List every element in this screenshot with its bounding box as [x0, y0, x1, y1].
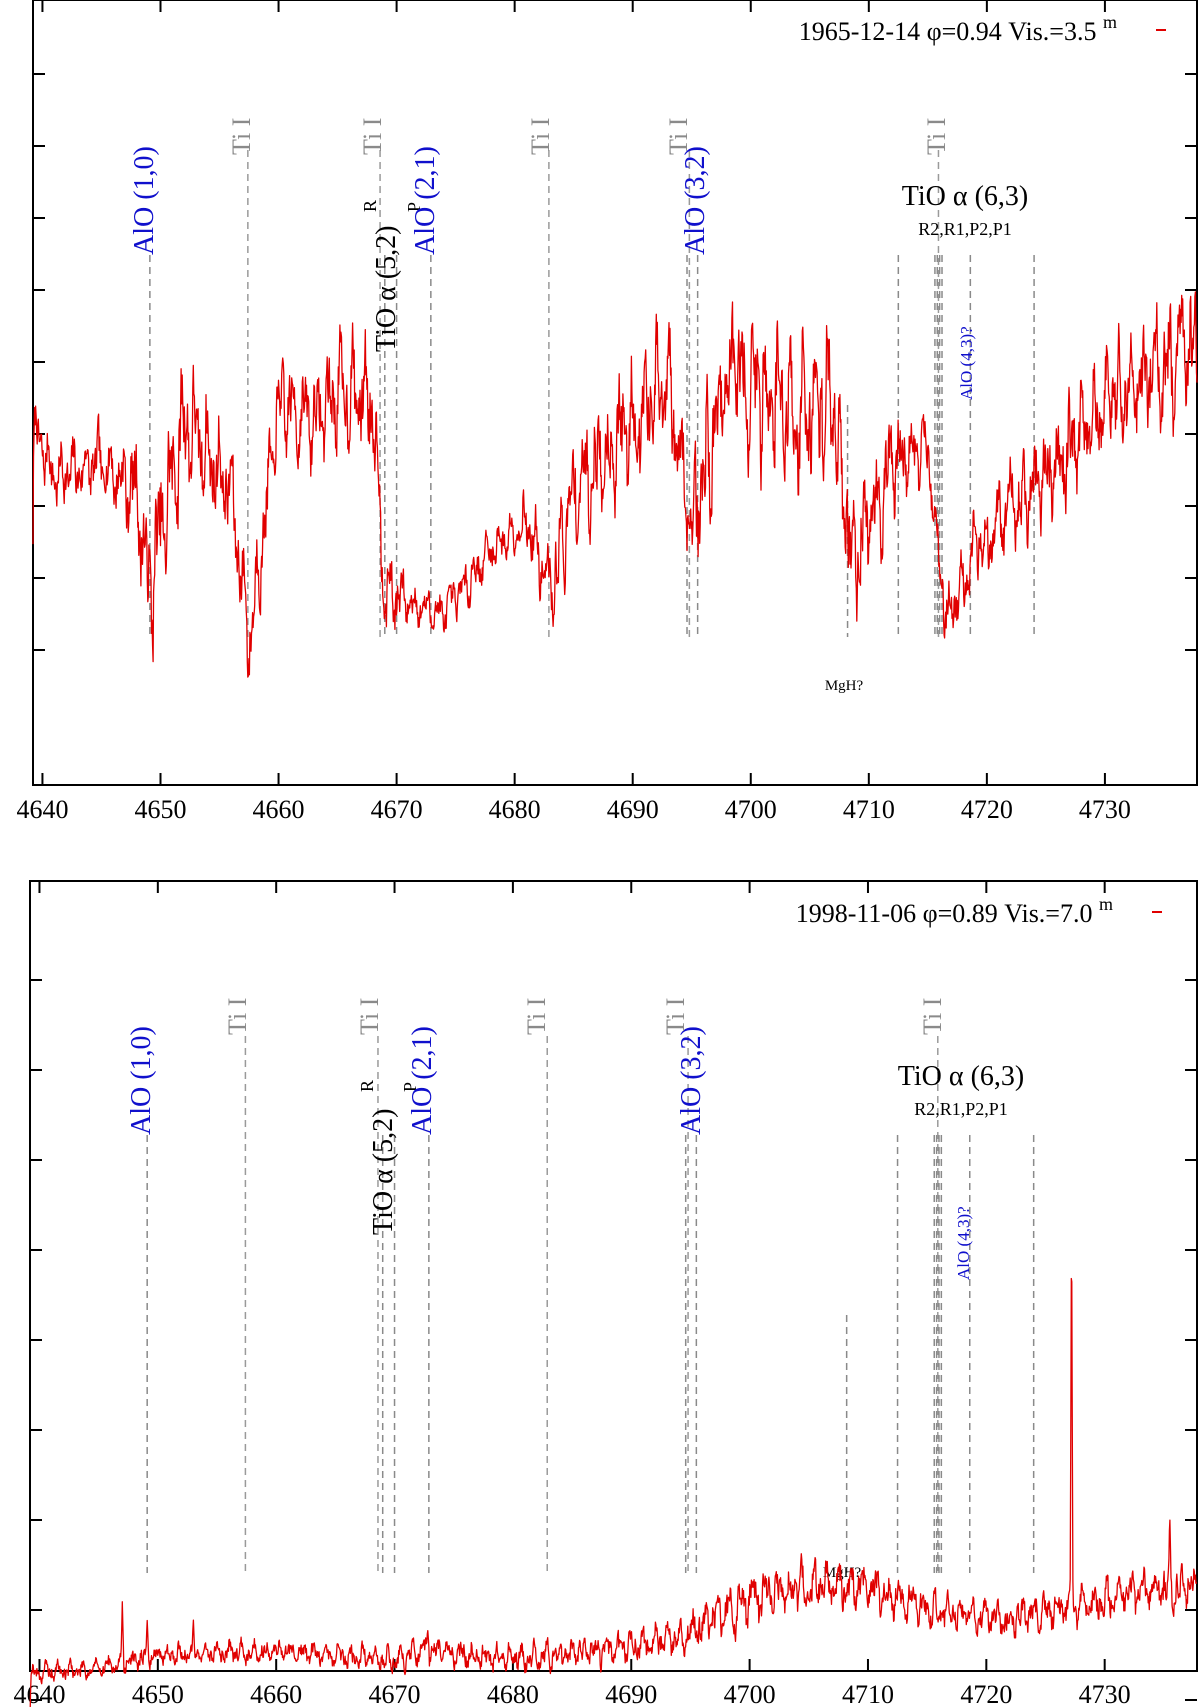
- x-tick-label: 4660: [253, 795, 305, 824]
- x-tick-label: 4720: [960, 1680, 1012, 1707]
- x-tick-label: 4680: [487, 1680, 539, 1707]
- label-mgh: MgH?: [825, 678, 864, 694]
- panel-1-legend: 1965-12-14 φ=0.94 Vis.=3.5 m: [799, 12, 1166, 46]
- x-tick-label: 4660: [250, 1680, 302, 1707]
- label-alo-3-2: AlO (3,2): [680, 146, 711, 255]
- panel-1: 4640 4650 4660 4670 4680 4690 4700 4710 4720 4730…: [16, 0, 1198, 824]
- x-tick-label: 4700: [725, 795, 777, 824]
- spectrum-line: [32, 291, 1198, 678]
- legend-2-vis-sup: m: [1099, 894, 1113, 914]
- label-tio-5-2-p: P: [400, 1082, 420, 1092]
- x-tick-label: 4680: [489, 795, 541, 824]
- label-ti-i: Ti I: [522, 998, 551, 1035]
- label-tio-6-3: TiO α (6,3): [902, 181, 1028, 212]
- legend-1-date: 1965-12-14: [799, 17, 920, 46]
- x-tick-label: 4730: [1079, 1680, 1131, 1707]
- panel-2: 4640 4650 4660 4670 4680 4690 4700 4710 4720 4730…: [13, 880, 1198, 1707]
- label-tio-6-3-branches: R2,R1,P2,P1: [914, 1099, 1008, 1119]
- label-alo-4-3: AlO (4,3)?: [957, 326, 976, 400]
- x-tick-label: 4690: [607, 795, 659, 824]
- x-tick-label: 4720: [961, 795, 1013, 824]
- label-alo-1-0: AlO (1,0): [126, 1026, 157, 1135]
- label-tio-5-2-p: P: [404, 202, 424, 212]
- panel-2-species-markers: [146, 1036, 1035, 1573]
- label-tio-5-2-r: R: [357, 1080, 377, 1092]
- label-alo-1-0: AlO (1,0): [129, 146, 160, 255]
- x-tick-label: 4700: [724, 1680, 776, 1707]
- label-ti-i: Ti I: [526, 118, 555, 155]
- panel-1-spectrum: [32, 291, 1198, 678]
- label-alo-4-3: AlO (4,3)?: [954, 1206, 973, 1280]
- label-tio-6-3-branches: R2,R1,P2,P1: [918, 219, 1012, 239]
- panel-1-x-ticks: 4640 4650 4660 4670 4680 4690 4700 4710 4720 4730: [16, 0, 1131, 824]
- x-tick-label: 4650: [134, 795, 186, 824]
- label-ti-i: Ti I: [661, 998, 690, 1035]
- panel-2-species-labels: AlO (1,0) Ti I Ti I TiO α (5,2) R P AlO …: [126, 998, 1024, 1581]
- x-tick-label: 4670: [371, 795, 423, 824]
- legend-2-text: 1998-11-06 φ=0.89 Vis.=7.0 m: [796, 894, 1113, 928]
- label-ti-i: Ti I: [922, 118, 951, 155]
- x-tick-label: 4670: [369, 1680, 421, 1707]
- panel-1-species-markers: [149, 150, 1035, 637]
- legend-1-phase: φ=0.94: [927, 17, 1002, 46]
- label-tio-6-3: TiO α (6,3): [898, 1061, 1024, 1092]
- panel-2-legend: 1998-11-06 φ=0.89 Vis.=7.0 m: [796, 894, 1162, 928]
- legend-1-vis: Vis.=3.5: [1008, 17, 1096, 46]
- panel-2-y-ticks: [30, 979, 1197, 1701]
- panel-2-x-ticks: 4640 4650 4660 4670 4680 4690 4700 4710 4720 4730: [13, 881, 1131, 1707]
- legend-1-text: 1965-12-14 φ=0.94 Vis.=3.5 m: [799, 12, 1117, 46]
- x-tick-label: 4710: [842, 1680, 894, 1707]
- panel-2-spectrum: [29, 1277, 1198, 1707]
- x-tick-label: 4710: [843, 795, 895, 824]
- label-alo-2-1: AlO (2,1): [407, 1026, 438, 1135]
- spectrum-line: [29, 1277, 1198, 1707]
- label-alo-2-1: AlO (2,1): [410, 146, 441, 255]
- label-tio-5-2: TiO α (5,2): [371, 226, 402, 352]
- label-tio-5-2: TiO α (5,2): [368, 1109, 399, 1235]
- label-ti-i: Ti I: [223, 998, 252, 1035]
- panel-1-frame: [32, 0, 1198, 786]
- x-tick-label: 4730: [1079, 795, 1131, 824]
- label-ti-i: Ti I: [918, 998, 947, 1035]
- x-tick-label: 4690: [605, 1680, 657, 1707]
- label-ti-i: Ti I: [358, 118, 387, 155]
- label-ti-i: Ti I: [664, 118, 693, 155]
- legend-2-date: 1998-11-06: [796, 899, 916, 928]
- legend-2-phase: φ=0.89: [923, 899, 998, 928]
- panel-1-species-labels: AlO (1,0) Ti I Ti I TiO α (5,2) R P AlO …: [129, 118, 1028, 694]
- panel-2-frame: [29, 880, 1198, 1672]
- legend-2-vis: Vis.=7.0: [1004, 899, 1092, 928]
- panel-1-y-ticks: [33, 73, 1197, 651]
- x-tick-label: 4640: [13, 1680, 65, 1707]
- label-ti-i: Ti I: [227, 118, 256, 155]
- label-ti-i: Ti I: [355, 998, 384, 1035]
- legend-1-vis-sup: m: [1103, 12, 1117, 32]
- label-tio-5-2-r: R: [360, 200, 380, 212]
- x-tick-label: 4650: [132, 1680, 184, 1707]
- x-tick-label: 4640: [16, 795, 68, 824]
- label-alo-3-2: AlO (3,2): [676, 1026, 707, 1135]
